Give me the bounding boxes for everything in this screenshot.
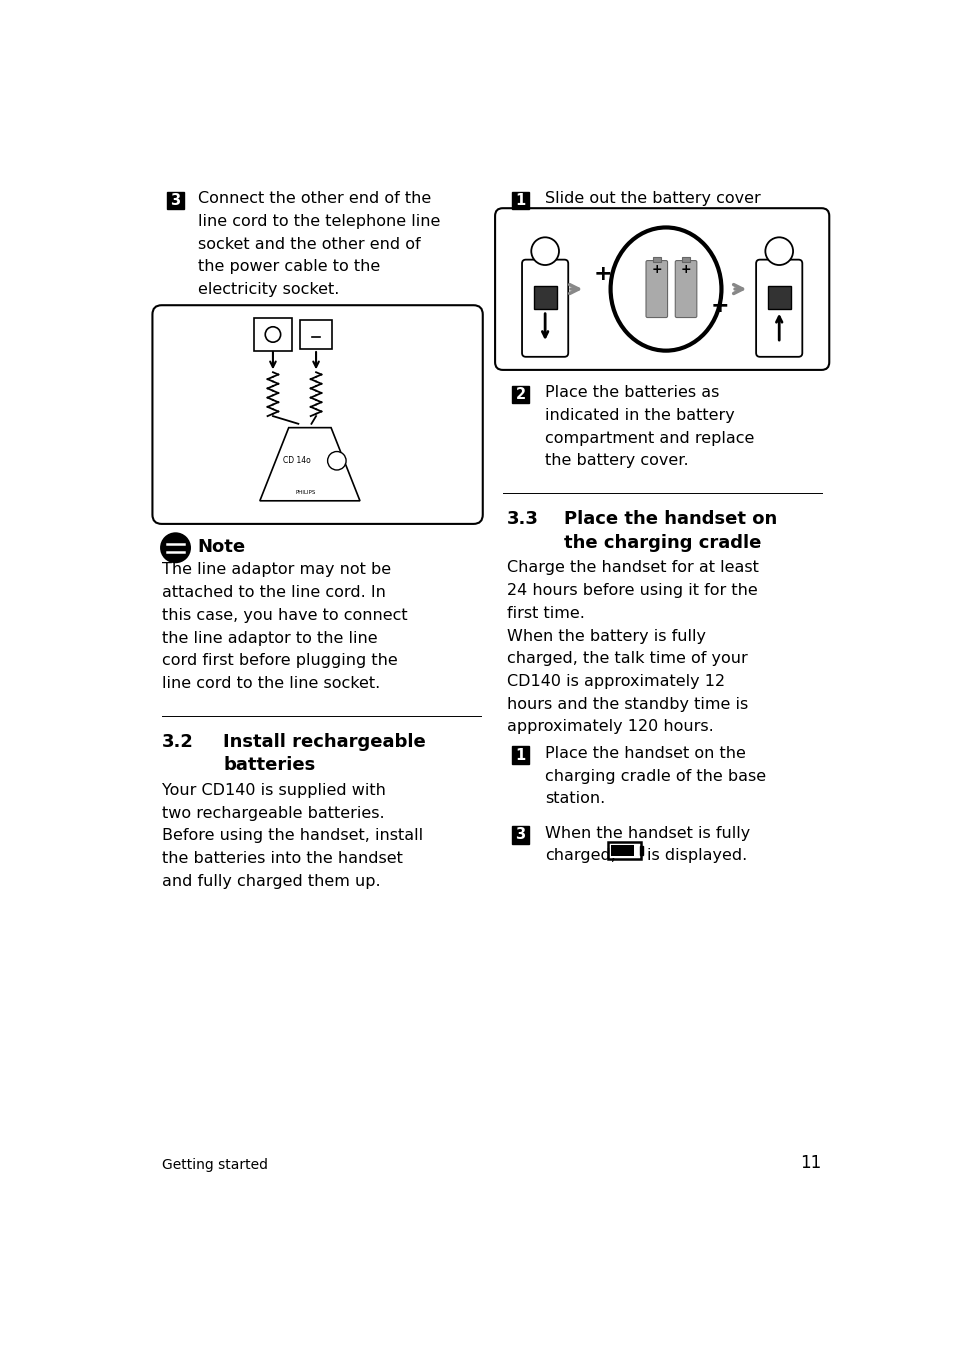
FancyBboxPatch shape [511,826,529,844]
FancyBboxPatch shape [681,258,689,262]
Text: is displayed.: is displayed. [646,848,746,864]
Text: 24 hours before using it for the: 24 hours before using it for the [506,583,757,598]
Text: the batteries into the handset: the batteries into the handset [161,850,402,867]
Text: line cord to the line socket.: line cord to the line socket. [161,676,379,691]
Text: the line adaptor to the line: the line adaptor to the line [161,630,376,645]
Text: cord first before plugging the: cord first before plugging the [161,653,397,668]
Text: 3: 3 [171,193,180,208]
Text: The line adaptor may not be: The line adaptor may not be [161,563,391,578]
Text: electricity socket.: electricity socket. [197,282,339,297]
FancyBboxPatch shape [511,192,529,209]
FancyBboxPatch shape [167,192,184,209]
Text: the battery cover.: the battery cover. [544,454,688,468]
Text: indicated in the battery: indicated in the battery [544,408,734,423]
Circle shape [161,533,190,563]
Text: +: + [651,263,661,277]
FancyBboxPatch shape [639,846,642,855]
Text: Install rechargeable: Install rechargeable [223,733,426,751]
FancyBboxPatch shape [608,842,640,859]
Circle shape [265,327,280,342]
FancyBboxPatch shape [299,320,332,350]
FancyBboxPatch shape [652,258,659,262]
Text: Before using the handset, install: Before using the handset, install [161,829,422,844]
FancyBboxPatch shape [611,845,634,856]
Text: 2: 2 [515,387,525,402]
Text: When the battery is fully: When the battery is fully [506,629,705,644]
Text: first time.: first time. [506,606,584,621]
FancyBboxPatch shape [645,261,667,317]
Text: Place the batteries as: Place the batteries as [544,385,719,401]
Text: this case, you have to connect: this case, you have to connect [161,608,407,622]
Text: hours and the standby time is: hours and the standby time is [506,697,747,711]
Text: 1: 1 [515,748,525,763]
Text: and fully charged them up.: and fully charged them up. [161,873,380,888]
Text: 3.3: 3.3 [506,510,537,528]
Text: two rechargeable batteries.: two rechargeable batteries. [161,806,384,821]
Text: +: + [593,263,612,284]
FancyBboxPatch shape [495,208,828,370]
Text: approximately 120 hours.: approximately 120 hours. [506,720,713,734]
Text: Place the handset on: Place the handset on [564,510,777,528]
Text: batteries: batteries [223,756,315,775]
Text: 1: 1 [515,193,525,208]
Text: Note: Note [197,537,246,556]
Text: 3.2: 3.2 [161,733,193,751]
FancyBboxPatch shape [511,747,529,764]
Text: Your CD140 is supplied with: Your CD140 is supplied with [161,783,385,798]
Text: +: + [680,263,691,277]
Text: 11: 11 [800,1154,821,1172]
Circle shape [764,238,792,265]
Text: Getting started: Getting started [161,1158,268,1172]
FancyBboxPatch shape [533,286,557,309]
FancyBboxPatch shape [253,317,292,351]
Text: Connect the other end of the: Connect the other end of the [197,192,431,207]
Polygon shape [259,428,359,501]
Text: the charging cradle: the charging cradle [564,533,760,552]
Text: attached to the line cord. In: attached to the line cord. In [161,585,385,601]
Text: charged, the talk time of your: charged, the talk time of your [506,651,746,667]
FancyBboxPatch shape [511,386,529,404]
Text: CD140 is approximately 12: CD140 is approximately 12 [506,674,724,688]
FancyBboxPatch shape [152,305,482,524]
Text: charged,: charged, [544,848,616,864]
Text: PHILIPS: PHILIPS [295,490,315,494]
Text: 3: 3 [515,828,525,842]
Text: charging cradle of the base: charging cradle of the base [544,768,765,784]
Text: line cord to the telephone line: line cord to the telephone line [197,215,439,230]
FancyBboxPatch shape [521,259,568,356]
Text: Charge the handset for at least: Charge the handset for at least [506,560,758,575]
Circle shape [327,451,346,470]
Text: +: + [710,296,728,316]
FancyBboxPatch shape [675,261,696,317]
Text: station.: station. [544,791,605,806]
Text: the power cable to the: the power cable to the [197,259,379,274]
Text: socket and the other end of: socket and the other end of [197,236,420,251]
FancyBboxPatch shape [767,286,790,309]
Text: Place the handset on the: Place the handset on the [544,747,745,761]
FancyBboxPatch shape [756,259,801,356]
Ellipse shape [610,227,720,351]
Text: compartment and replace: compartment and replace [544,431,754,446]
Text: Slide out the battery cover: Slide out the battery cover [544,192,760,207]
Text: When the handset is fully: When the handset is fully [544,826,750,841]
Circle shape [531,238,558,265]
Text: CD 14o: CD 14o [283,456,311,466]
